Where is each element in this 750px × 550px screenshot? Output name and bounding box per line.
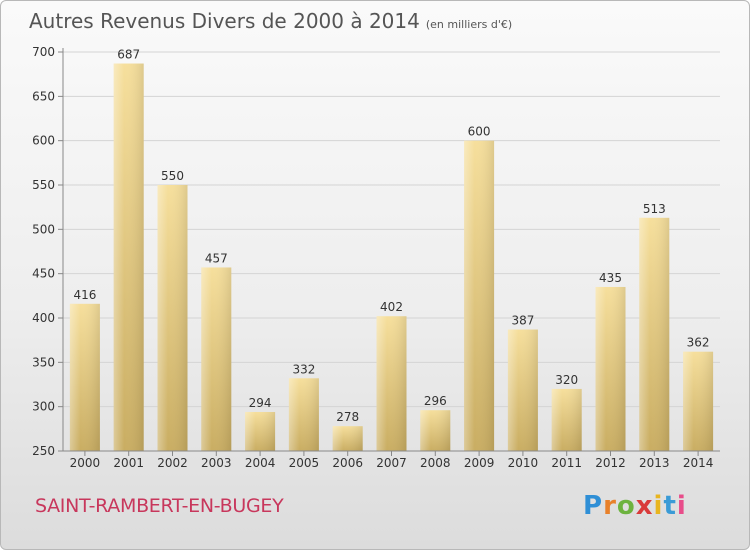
data-label: 362 xyxy=(687,336,710,350)
data-label: 296 xyxy=(424,394,447,408)
x-tick-label: 2011 xyxy=(551,456,582,470)
x-tick-label: 2001 xyxy=(113,456,144,470)
y-tick-label: 400 xyxy=(32,311,55,325)
y-tick-label: 300 xyxy=(32,400,55,414)
data-label: 387 xyxy=(511,314,534,328)
logo-letter: x xyxy=(635,491,654,521)
bars xyxy=(69,63,714,451)
logo-letter: t xyxy=(663,491,677,521)
bar-shade xyxy=(420,410,451,451)
bar-shade xyxy=(201,267,232,451)
x-tick-label: 2014 xyxy=(683,456,714,470)
bar-shade xyxy=(69,303,100,451)
x-tick-label: 2000 xyxy=(70,456,101,470)
bar-shade xyxy=(595,286,626,451)
x-tick-label: 2002 xyxy=(157,456,188,470)
axes: 250 300 350 400 450 500 550 600 650 700 2000 2001 20… xyxy=(32,45,720,470)
bar-shade xyxy=(157,185,188,451)
x-tick-label: 2009 xyxy=(464,456,495,470)
x-tick-label: 2004 xyxy=(245,456,276,470)
bar-shade xyxy=(245,411,276,451)
y-tick-label: 700 xyxy=(32,45,55,59)
logo-letter: i xyxy=(676,491,687,521)
logo-letter: i xyxy=(653,491,664,521)
data-label: 457 xyxy=(205,251,228,265)
bar-shade xyxy=(464,140,495,451)
x-tick-label: 2008 xyxy=(420,456,451,470)
y-tick-label: 650 xyxy=(32,89,55,103)
data-label: 513 xyxy=(643,202,666,216)
y-tick-label: 250 xyxy=(32,444,55,458)
data-label: 278 xyxy=(336,410,359,424)
y-tick-label: 450 xyxy=(32,267,55,281)
data-label: 687 xyxy=(117,48,140,62)
x-tick-label: 2005 xyxy=(289,456,320,470)
bar-shade xyxy=(507,329,538,451)
chart-title-text: Autres Revenus Divers de 2000 à 2014 xyxy=(29,9,420,33)
x-tick-label: 2003 xyxy=(201,456,232,470)
data-label: 550 xyxy=(161,169,184,183)
data-label: 435 xyxy=(599,271,622,285)
x-tick-label: 2012 xyxy=(595,456,626,470)
logo-letter: o xyxy=(616,491,636,521)
labels: 416 687 550 457 294 332 278 402 296 600 387 320 435 5… xyxy=(73,48,709,425)
y-tick-label: 350 xyxy=(32,355,55,369)
data-label: 332 xyxy=(292,362,315,376)
bar-shade xyxy=(332,426,363,451)
bar-shade xyxy=(551,388,582,451)
x-tick-label: 2010 xyxy=(508,456,539,470)
data-label: 294 xyxy=(249,396,272,410)
bar-shade xyxy=(288,378,319,451)
chart-unit: (en milliers d'€) xyxy=(425,18,513,31)
y-tick-label: 500 xyxy=(32,222,55,236)
bar-shade xyxy=(683,351,714,451)
x-tick-label: 2013 xyxy=(639,456,670,470)
bar-shade xyxy=(376,316,407,451)
bar-shade xyxy=(113,63,144,451)
data-label: 320 xyxy=(555,373,578,387)
data-label: 600 xyxy=(468,125,491,139)
y-tick-label: 600 xyxy=(32,134,55,148)
place-name: SAINT-RAMBERT-EN-BUGEY xyxy=(35,495,284,517)
logo-letter: P xyxy=(583,491,604,521)
bar-shade xyxy=(639,217,670,451)
logo-letter: r xyxy=(603,491,617,521)
x-tick-label: 2006 xyxy=(332,456,363,470)
proxiti-logo: Proxiti xyxy=(583,491,687,521)
data-label: 402 xyxy=(380,300,403,314)
data-label: 416 xyxy=(73,288,96,302)
x-tick-label: 2007 xyxy=(376,456,407,470)
chart-title: Autres Revenus Divers de 2000 à 2014 (en … xyxy=(29,9,512,33)
y-tick-label: 550 xyxy=(32,178,55,192)
